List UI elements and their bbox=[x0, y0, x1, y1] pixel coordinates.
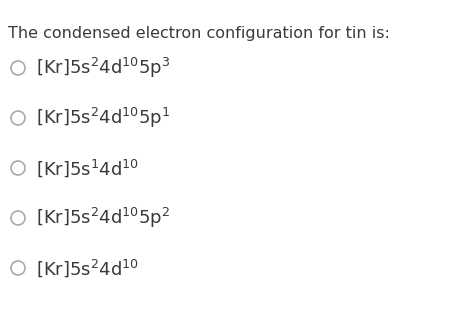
Text: [Kr]5s$^{1}$4d$^{10}$: [Kr]5s$^{1}$4d$^{10}$ bbox=[36, 157, 139, 179]
Text: [Kr]5s$^{2}$4d$^{10}$5p$^{3}$: [Kr]5s$^{2}$4d$^{10}$5p$^{3}$ bbox=[36, 56, 170, 80]
Text: [Kr]5s$^{2}$4d$^{10}$5p$^{2}$: [Kr]5s$^{2}$4d$^{10}$5p$^{2}$ bbox=[36, 206, 170, 230]
Text: [Kr]5s$^{2}$4d$^{10}$: [Kr]5s$^{2}$4d$^{10}$ bbox=[36, 257, 139, 279]
Text: [Kr]5s$^{2}$4d$^{10}$5p$^{1}$: [Kr]5s$^{2}$4d$^{10}$5p$^{1}$ bbox=[36, 106, 170, 130]
Text: The condensed electron configuration for tin is:: The condensed electron configuration for… bbox=[8, 26, 390, 41]
